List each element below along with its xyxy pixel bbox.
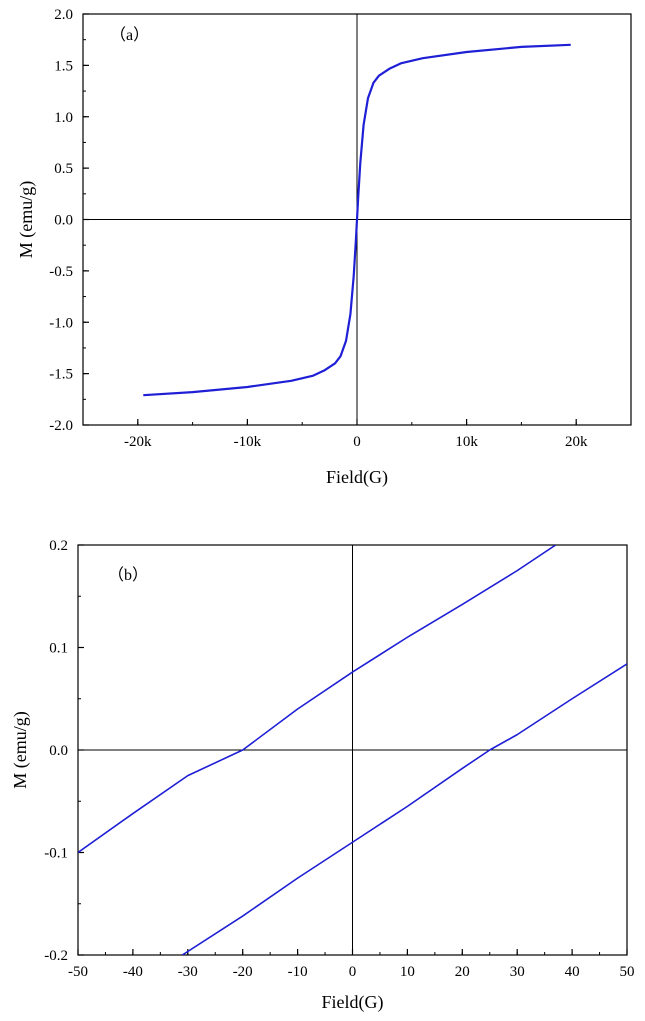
x-tick-label: 30 [510,964,525,980]
x-tick-label: -30 [178,964,198,980]
x-tick-label: 0 [353,434,361,450]
x-tick-label: -50 [68,964,88,980]
panel-label: （b） [108,566,148,584]
y-tick-label: -0.1 [44,846,68,862]
x-tick-label: 20k [565,434,588,450]
y-axis-title: M (emu/g) [10,711,31,788]
y-tick-label: -1.0 [49,315,73,331]
x-axis-title: Field(G) [322,992,384,1013]
y-tick-label: -2.0 [49,418,73,434]
y-tick-label: -1.5 [49,367,73,383]
y-tick-label: 1.5 [54,58,73,74]
x-tick-label: 50 [620,964,635,980]
y-tick-label: 0.0 [49,743,68,759]
panel-b-chart: -50 -40 -30 -20 -10 0 10 20 30 40 50 -0.2 -0.1 0.0 0.1… [10,538,635,1013]
series-line-1 [143,43,571,397]
x-tick-label: 0 [349,964,357,980]
series-line-2 [181,663,627,955]
x-tick-label: -10k [234,434,262,450]
y-tick-label: 1.0 [54,110,73,126]
y-tick-label: 0.1 [49,641,68,657]
series-line-1 [78,545,557,854]
x-tick-label: 20 [455,964,470,980]
x-tick-label: 10k [455,434,478,450]
y-tick-label: 0.2 [49,538,68,554]
y-tick-label: 2.0 [54,7,73,23]
y-tick-label: 0.0 [54,213,73,229]
x-tick-label: -20k [124,434,152,450]
panel-a-chart: -20k -10k 0 10k 20k -2.0 -1.5 -1.0 -0.5 0.0 0.5 1.0… [16,7,632,488]
x-tick-label: 40 [565,964,580,980]
x-tick-label: -20 [233,964,253,980]
y-tick-label: -0.2 [44,948,68,964]
y-axis-title: M (emu/g) [16,181,37,258]
x-tick-label: -40 [123,964,143,980]
y-tick-label: -0.5 [49,264,73,280]
x-tick-label: -10 [288,964,308,980]
panel-label: （a） [110,26,149,44]
y-tick-label: 0.5 [54,161,73,177]
x-axis-title: Field(G) [326,467,388,488]
x-tick-label: 10 [400,964,415,980]
